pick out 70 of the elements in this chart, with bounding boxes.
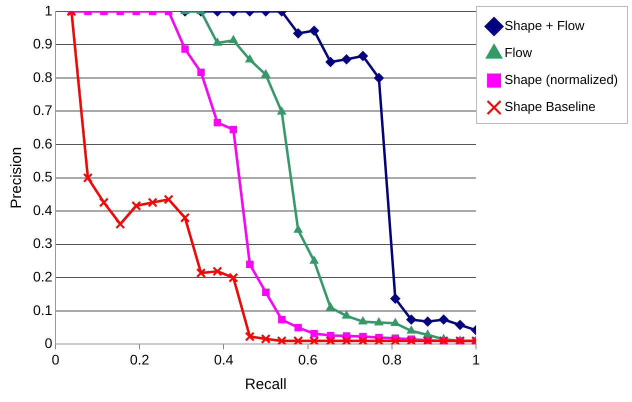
point xyxy=(342,336,352,344)
point xyxy=(310,256,319,264)
x-tick-label: 0.8 xyxy=(382,351,402,368)
y-tick-label: 0.2 xyxy=(32,268,53,284)
point xyxy=(358,336,368,344)
point xyxy=(276,336,287,344)
legend-label: Flow xyxy=(504,45,533,60)
point xyxy=(390,336,400,344)
point xyxy=(180,212,190,223)
point xyxy=(358,50,368,61)
point xyxy=(244,332,255,342)
point xyxy=(310,330,318,338)
point xyxy=(438,314,449,325)
point xyxy=(309,336,320,344)
x-tick-label: 1 xyxy=(472,351,480,368)
y-tick-label: 0.3 xyxy=(32,235,53,252)
point xyxy=(374,318,384,326)
point xyxy=(82,172,93,183)
point xyxy=(262,288,270,296)
y-tick-label: 0 xyxy=(44,335,53,352)
point xyxy=(293,336,304,344)
point xyxy=(196,268,206,278)
point xyxy=(98,198,109,208)
point xyxy=(326,302,335,310)
y-tick-label: 0.9 xyxy=(32,36,53,52)
point xyxy=(228,272,238,283)
x-tick-label: 0.6 xyxy=(298,351,318,368)
point xyxy=(358,316,368,324)
point xyxy=(214,118,222,126)
point xyxy=(406,326,416,334)
point xyxy=(148,198,158,208)
point xyxy=(294,324,302,332)
point xyxy=(390,318,400,326)
point xyxy=(246,260,254,268)
point xyxy=(164,194,174,204)
point xyxy=(309,26,320,36)
y-tick-label: 0.7 xyxy=(32,102,53,118)
point xyxy=(278,316,286,324)
point xyxy=(212,266,222,276)
y-axis-title: Precision xyxy=(8,146,26,209)
point xyxy=(260,334,271,344)
y-tick-label: 0.8 xyxy=(32,68,53,85)
point xyxy=(390,294,400,304)
point xyxy=(230,126,238,134)
point xyxy=(115,219,126,229)
point xyxy=(422,316,433,327)
point xyxy=(342,54,352,64)
legend-label: Shape (normalized) xyxy=(504,72,618,88)
point xyxy=(131,200,142,211)
y-tick-label: 1 xyxy=(44,2,53,18)
point xyxy=(455,320,466,330)
point xyxy=(406,314,416,325)
point xyxy=(197,68,205,76)
x-tick-label: 0.2 xyxy=(130,351,150,368)
y-tick-label: 0.4 xyxy=(32,202,53,218)
point xyxy=(326,336,336,344)
x-axis-title: Recall xyxy=(244,376,287,394)
point xyxy=(374,72,384,83)
y-tick-label: 0.6 xyxy=(32,135,53,152)
point xyxy=(181,45,189,53)
legend-label: Shape Baseline xyxy=(504,99,596,114)
x-tick-label: 0.4 xyxy=(214,351,234,368)
point xyxy=(342,310,351,319)
point xyxy=(326,56,336,67)
point xyxy=(374,336,384,344)
legend-label: Shape + Flow xyxy=(504,18,586,34)
y-tick-label: 0.1 xyxy=(32,302,53,318)
point xyxy=(294,225,303,233)
point xyxy=(293,28,304,38)
y-tick-label: 0.5 xyxy=(32,168,53,185)
